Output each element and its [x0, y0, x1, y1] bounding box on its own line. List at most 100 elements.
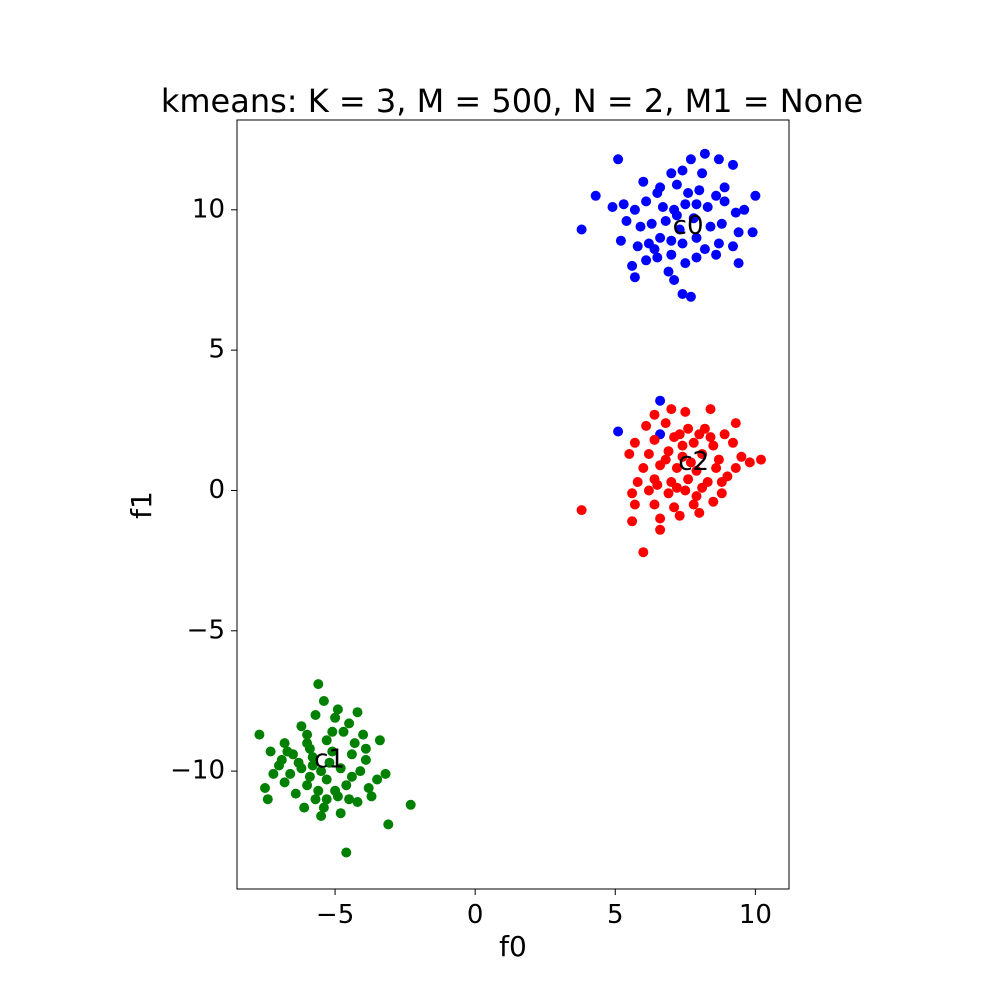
data-point-c0	[677, 238, 688, 249]
x-tick-label: 0	[467, 900, 484, 930]
data-point-c2	[680, 406, 691, 417]
data-point-c0	[613, 154, 624, 165]
data-point-c2	[649, 409, 660, 420]
data-point-c0	[688, 213, 699, 224]
data-point-c1	[316, 811, 327, 821]
data-point-c1	[302, 780, 313, 791]
data-point-c0	[613, 426, 624, 437]
data-point-c2	[708, 440, 719, 451]
data-point-c2	[705, 432, 716, 443]
data-point-c1	[332, 704, 343, 715]
data-point-c2	[711, 463, 722, 473]
data-point-c1	[338, 726, 349, 737]
x-tick-label: 5	[607, 900, 624, 930]
data-point-c1	[307, 752, 318, 763]
data-point-c1	[344, 718, 355, 729]
data-point-c0	[629, 204, 640, 215]
data-point-c0	[677, 289, 688, 299]
data-point-c2	[691, 491, 702, 502]
data-point-c2	[716, 488, 727, 499]
data-point-c1	[282, 746, 293, 757]
data-point-c1	[318, 802, 329, 813]
data-point-c1	[285, 768, 296, 779]
data-point-c0	[711, 249, 722, 260]
data-point-c1	[262, 794, 273, 805]
data-point-c0	[680, 199, 691, 210]
plot-frame	[236, 119, 790, 890]
data-point-c1	[299, 802, 310, 813]
data-point-c1	[310, 710, 321, 720]
data-point-c1	[290, 788, 301, 799]
y-tick-label: 10	[192, 194, 225, 224]
data-point-c0	[615, 235, 626, 246]
data-point-c1	[327, 726, 338, 737]
data-point-c2	[627, 488, 638, 499]
data-point-c1	[327, 746, 338, 757]
data-point-c2	[643, 449, 654, 459]
data-point-c0	[671, 210, 682, 221]
data-point-c0	[702, 202, 713, 212]
data-point-c0	[607, 202, 618, 212]
data-point-c2	[730, 418, 741, 429]
x-tick-label: −5	[316, 900, 354, 930]
data-point-c2	[641, 420, 652, 431]
data-point-c1	[341, 780, 352, 791]
data-point-c0	[618, 199, 629, 210]
data-point-c2	[629, 437, 640, 448]
data-point-c0	[666, 235, 677, 246]
data-point-c1	[344, 794, 355, 805]
data-point-c1	[405, 799, 416, 810]
data-point-c1	[330, 785, 341, 796]
data-point-c2	[736, 451, 747, 462]
data-point-c0	[685, 291, 696, 302]
data-point-c1	[355, 766, 366, 777]
data-point-c1	[316, 766, 327, 777]
data-point-c2	[756, 454, 766, 465]
data-point-c1	[341, 847, 352, 858]
data-point-c2	[674, 429, 685, 440]
data-point-c2	[627, 516, 638, 527]
data-point-c0	[627, 260, 638, 271]
y-tick-label: 5	[208, 335, 225, 365]
data-point-c0	[666, 249, 677, 260]
data-point-c2	[708, 496, 719, 507]
data-point-c2	[730, 463, 741, 473]
data-point-c2	[677, 451, 688, 462]
data-point-c0	[728, 241, 738, 252]
points-layer	[254, 148, 766, 858]
data-point-c2	[669, 502, 680, 513]
data-point-c0	[646, 218, 657, 229]
data-point-c0	[713, 238, 724, 249]
data-point-c0	[652, 252, 663, 263]
data-point-c2	[674, 510, 685, 521]
data-point-c1	[321, 735, 332, 746]
data-point-c2	[663, 446, 674, 457]
data-point-c2	[643, 485, 654, 496]
data-point-c1	[366, 791, 377, 802]
data-point-c2	[688, 499, 699, 510]
data-point-c1	[324, 757, 335, 768]
data-point-c2	[697, 449, 708, 459]
centroid-label-c0: c0	[673, 211, 704, 241]
data-point-c1	[349, 738, 360, 749]
data-point-c0	[711, 190, 722, 201]
data-point-c0	[719, 196, 730, 207]
data-point-c0	[629, 272, 640, 283]
data-point-c1	[279, 777, 290, 788]
data-point-c2	[629, 499, 640, 510]
data-point-c0	[733, 227, 744, 238]
data-point-c1	[380, 768, 391, 779]
data-point-c1	[335, 763, 346, 774]
data-point-c2	[655, 524, 666, 535]
y-axis-label: f1	[125, 491, 158, 519]
data-point-c2	[677, 440, 688, 451]
data-point-c2	[705, 404, 716, 415]
data-point-c0	[683, 188, 694, 198]
data-point-c1	[321, 794, 332, 805]
data-point-c1	[335, 808, 346, 819]
data-point-c1	[304, 771, 315, 782]
data-point-c2	[666, 404, 677, 415]
data-point-c0	[747, 227, 758, 238]
data-point-c1	[352, 797, 363, 807]
data-point-c2	[652, 479, 663, 490]
